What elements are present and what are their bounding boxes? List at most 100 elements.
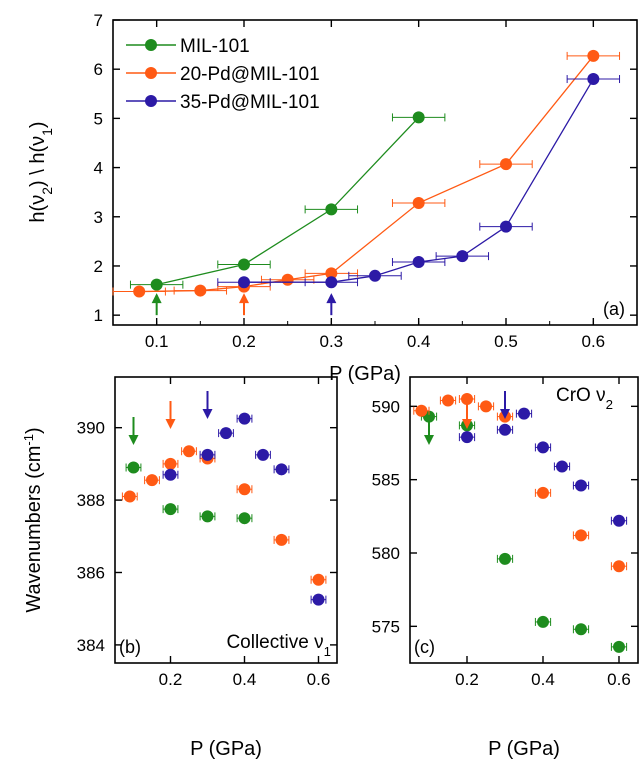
data-point (238, 276, 250, 289)
series-20-pd-mil-101 (413, 393, 628, 573)
x-tick-label: 0.2 (159, 670, 183, 689)
data-point (369, 269, 381, 282)
panel-label: (c) (414, 637, 435, 657)
y-tick-label: 3 (94, 208, 103, 227)
x-tick-label: 0.4 (531, 670, 555, 689)
series-35-pd-mil-101 (217, 73, 621, 289)
series-line (156, 116, 420, 286)
data-point (537, 615, 549, 628)
data-point (499, 423, 511, 436)
legend-item-35-pd-mil-101: 35-Pd@MIL-101 (126, 92, 320, 113)
data-point (238, 483, 251, 496)
data-point (325, 267, 338, 280)
arrow-head (128, 435, 139, 445)
data-point (499, 552, 511, 565)
data-point (412, 111, 425, 124)
data-point (500, 220, 512, 233)
data-point (575, 623, 587, 636)
data-point (127, 461, 140, 474)
data-point (613, 514, 625, 527)
data-point (537, 486, 549, 499)
arrow-head (462, 419, 472, 429)
data-point (587, 49, 600, 62)
x-axis-title: P (GPa) (329, 363, 401, 385)
series-mil-101 (420, 410, 628, 653)
legend-marker (145, 39, 157, 51)
x-tick-label: 0.2 (232, 332, 256, 351)
y-tick-label: 390 (77, 419, 105, 438)
x-tick-label: 0.5 (494, 332, 518, 351)
x-axis-title: P (GPa) (488, 738, 560, 760)
data-point (325, 276, 338, 289)
legend-marker (145, 95, 157, 107)
legend-label: 20-Pd@MIL-101 (180, 64, 320, 85)
y-axis-title: h(ν2) \ h(ν1) (27, 121, 55, 222)
y-tick-label: 2 (94, 257, 103, 276)
data-point (456, 250, 469, 263)
x-axis-title: P (GPa) (190, 738, 262, 760)
y-tick-label: 388 (77, 491, 105, 510)
panel-annotation: Collective ν1 (226, 632, 331, 659)
data-point (412, 197, 425, 209)
data-point (518, 407, 530, 420)
panel-c: 0.2 0.4 0.6 575 580 585 590 P (GPa) (c) CrO ν2 (372, 376, 639, 760)
data-point (281, 273, 294, 286)
legend-label: MIL-101 (180, 36, 250, 57)
y-tick-label: 585 (372, 471, 400, 490)
data-point (556, 460, 568, 473)
data-point (613, 640, 625, 653)
data-point (238, 258, 250, 271)
y-tick-label: 384 (77, 636, 105, 655)
data-point (220, 427, 232, 440)
data-point (325, 203, 338, 216)
data-point (412, 256, 425, 269)
y-tick-label: 580 (372, 544, 400, 563)
y-tick-label: 590 (372, 397, 400, 416)
series-mil-101 (125, 461, 253, 525)
data-point (164, 457, 177, 470)
data-point (312, 593, 325, 606)
arrow-head (326, 293, 337, 304)
data-point (312, 573, 325, 586)
panel-annotation: CrO ν2 (556, 385, 613, 412)
legend: MIL-101 20-Pd@MIL-101 35-Pd@MIL-101 (126, 36, 320, 113)
arrow-head (500, 409, 510, 419)
panel-a: 0.1 0.2 0.3 0.4 0.5 0.6 1 2 3 4 5 6 7 P (GPa) (a) h(ν2)… (27, 11, 638, 385)
y-tick-label: 6 (94, 60, 103, 79)
x-tick-label: 0.6 (607, 670, 631, 689)
data-point (123, 490, 136, 503)
data-point (164, 503, 177, 516)
series-35-pd-mil-101 (458, 407, 628, 527)
data-point (201, 448, 214, 461)
data-point (257, 448, 269, 461)
x-tick-label: 0.6 (307, 670, 331, 689)
x-tick-label: 0.4 (407, 332, 431, 351)
data-point (238, 512, 251, 525)
x-tick-label: 0.1 (145, 332, 169, 351)
y-tick-label: 386 (77, 563, 105, 582)
series-35-pd-mil-101 (162, 412, 327, 606)
legend-label: 35-Pd@MIL-101 (180, 92, 320, 113)
plot-frame (114, 376, 338, 664)
y-axis-title: Wavenumbers (cm-1) (21, 427, 46, 612)
series-20-pd-mil-101 (121, 445, 327, 586)
series-20-pd-mil-101 (112, 49, 621, 298)
legend-item-20-pd-mil-101: 20-Pd@MIL-101 (126, 64, 320, 85)
data-point (146, 474, 158, 487)
arrow-head (202, 409, 213, 419)
data-point (575, 479, 587, 492)
y-tick-label: 4 (94, 159, 103, 178)
data-point (133, 285, 146, 298)
y-tick-label: 7 (94, 11, 103, 30)
arrow-head (239, 293, 249, 304)
x-tick-label: 0.2 (455, 670, 479, 689)
panel-b: 0.2 0.4 0.6 384 386 388 390 P (GPa) (b) Collectiv… (21, 376, 338, 760)
arrow-head (165, 419, 176, 429)
data-point (480, 400, 492, 413)
data-point (442, 394, 454, 407)
panel-label: (b) (119, 637, 141, 657)
data-point (164, 468, 177, 481)
y-tick-label: 1 (94, 306, 103, 325)
data-point (150, 278, 163, 291)
